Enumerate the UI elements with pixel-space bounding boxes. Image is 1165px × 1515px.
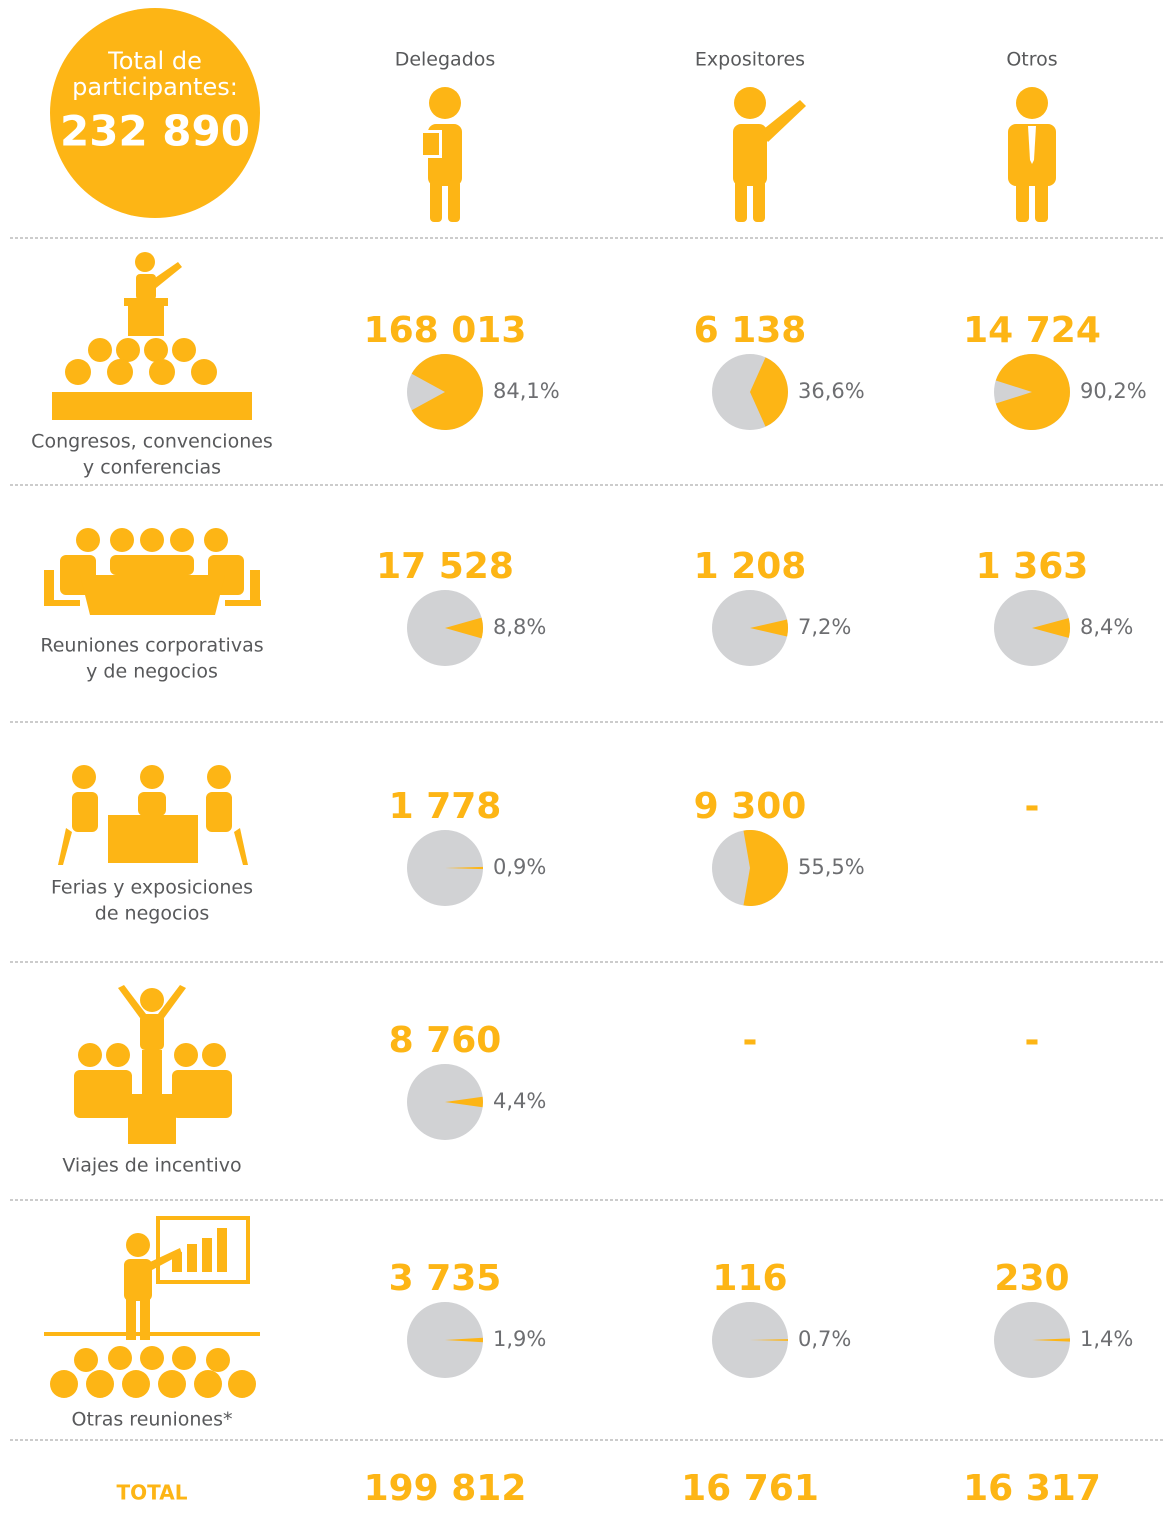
pie-slice <box>1032 618 1071 638</box>
count: 1 208 <box>694 546 807 587</box>
row-label: y conferencias <box>83 457 221 479</box>
pie-slice <box>750 1339 788 1341</box>
meeting-icon <box>44 528 261 615</box>
percent-label: 1,4% <box>1080 1327 1133 1351</box>
presentation-icon <box>44 1216 260 1398</box>
percent-label: 84,1% <box>493 379 560 403</box>
pie-slice <box>411 354 484 430</box>
total-value: 199 812 <box>364 1468 527 1509</box>
total-badge <box>50 8 260 218</box>
percent-label: 0,9% <box>493 855 546 879</box>
total-row-label: TOTAL <box>117 1481 188 1505</box>
row-label: Ferias y exposiciones <box>51 877 253 899</box>
incentive-icon <box>74 985 232 1144</box>
column-header: Otros <box>1006 49 1057 71</box>
total-value: 16 317 <box>963 1468 1101 1509</box>
count: 1 778 <box>389 786 502 827</box>
count: - <box>1025 786 1040 827</box>
column-header: Expositores <box>695 49 805 71</box>
column-header: Delegados <box>395 49 496 71</box>
fair-icon <box>58 765 248 865</box>
count: 3 735 <box>389 1258 502 1299</box>
count: 6 138 <box>694 310 807 351</box>
count: 168 013 <box>364 310 527 351</box>
percent-label: 1,9% <box>493 1327 546 1351</box>
count: - <box>1025 1020 1040 1061</box>
count: 9 300 <box>694 786 807 827</box>
percent-label: 0,7% <box>798 1327 851 1351</box>
pie-slice <box>445 1337 483 1343</box>
count: 14 724 <box>963 310 1101 351</box>
count: 8 760 <box>389 1020 502 1061</box>
conference-icon <box>52 252 252 420</box>
count: 116 <box>712 1258 787 1299</box>
pie-slice <box>743 830 788 906</box>
count: 17 528 <box>376 546 514 587</box>
total-label: participantes: <box>72 73 238 101</box>
count: 1 363 <box>976 546 1089 587</box>
row-label: de negocios <box>95 903 209 925</box>
row-label: Viajes de incentivo <box>62 1155 241 1177</box>
row-label: y de negocios <box>86 661 218 683</box>
percent-label: 7,2% <box>798 615 851 639</box>
percent-label: 36,6% <box>798 379 865 403</box>
pie-slice <box>750 357 789 427</box>
count: - <box>743 1020 758 1061</box>
row-label: Otras reuniones* <box>72 1409 233 1431</box>
total-label: Total de <box>107 47 202 75</box>
pie-slice <box>445 1096 484 1108</box>
person-icon <box>420 87 462 222</box>
person-icon <box>733 87 806 222</box>
percent-label: 8,8% <box>493 615 546 639</box>
person-icon <box>1008 87 1056 222</box>
percent-label: 55,5% <box>798 855 865 879</box>
count: 230 <box>994 1258 1069 1299</box>
total-value: 232 890 <box>60 107 250 156</box>
row-label: Congresos, convenciones <box>31 431 273 453</box>
pie-slice <box>995 354 1070 431</box>
pie-slice <box>1032 1338 1070 1342</box>
pie-slice <box>445 866 483 870</box>
percent-label: 90,2% <box>1080 379 1147 403</box>
total-value: 16 761 <box>681 1468 819 1509</box>
pie-slice <box>750 619 788 637</box>
row-label: Reuniones corporativas <box>40 635 263 657</box>
percent-label: 8,4% <box>1080 615 1133 639</box>
percent-label: 4,4% <box>493 1089 546 1113</box>
pie-slice <box>445 617 484 639</box>
